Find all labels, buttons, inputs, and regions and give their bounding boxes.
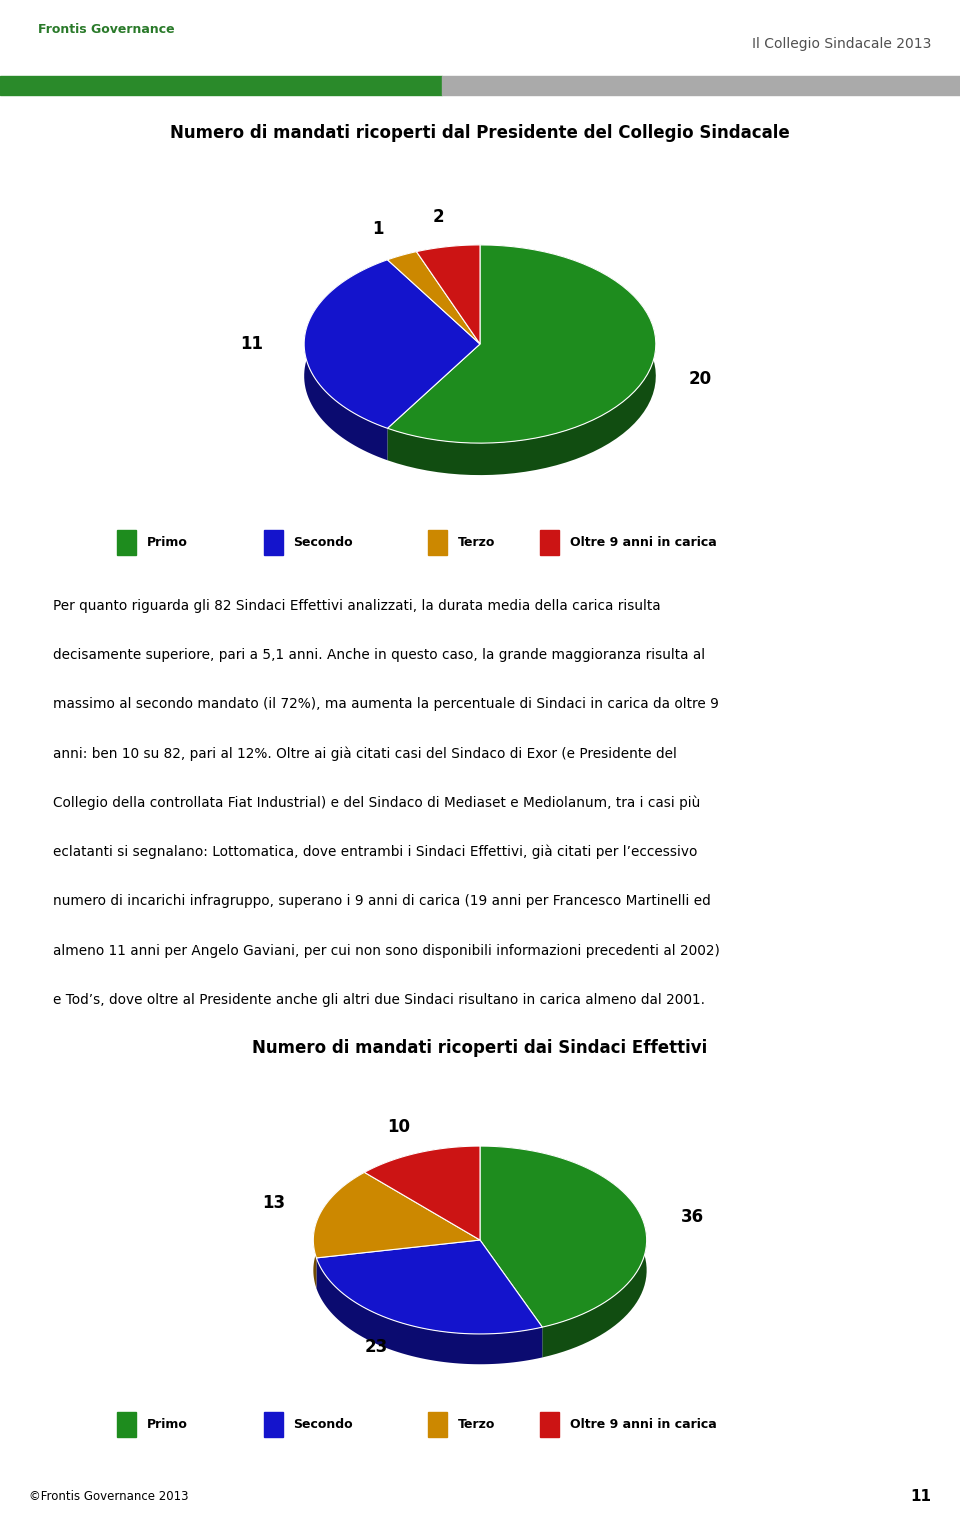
Polygon shape [388,252,417,292]
Polygon shape [313,1173,365,1289]
Bar [0,76,442,95]
Polygon shape [388,252,480,344]
Polygon shape [304,260,388,460]
Text: eclatanti si segnalano: Lottomatica, dove entrambi i Sindaci Effettivi, già cita: eclatanti si segnalano: Lottomatica, dov… [53,844,697,859]
Bar [117,1413,136,1437]
Text: 2: 2 [432,208,444,226]
Text: Terzo: Terzo [458,537,495,549]
Polygon shape [480,1147,647,1327]
Polygon shape [317,1258,542,1364]
Text: 11: 11 [240,335,263,353]
Polygon shape [417,245,480,283]
Polygon shape [304,260,480,428]
Bar [428,531,447,555]
Polygon shape [317,1240,542,1333]
Polygon shape [365,1147,480,1240]
Text: 1: 1 [372,220,384,237]
Text: Per quanto riguarda gli 82 Sindaci Effettivi analizzati, la durata media della c: Per quanto riguarda gli 82 Sindaci Effet… [53,599,660,613]
Text: Il Collegio Sindacale 2013: Il Collegio Sindacale 2013 [752,37,931,50]
Text: 20: 20 [688,370,711,388]
Text: 11: 11 [910,1489,931,1503]
Polygon shape [480,1147,647,1358]
Text: Secondo: Secondo [294,537,353,549]
Bar [264,1413,283,1437]
Text: e Tod’s, dove oltre al Presidente anche gli altri due Sindaci risultano in caric: e Tod’s, dove oltre al Presidente anche … [53,992,705,1006]
Text: ©Frontis Governance 2013: ©Frontis Governance 2013 [29,1489,188,1503]
Text: almeno 11 anni per Angelo Gaviani, per cui non sono disponibili informazioni pre: almeno 11 anni per Angelo Gaviani, per c… [53,943,720,957]
Text: Primo: Primo [147,537,187,549]
Polygon shape [313,1173,480,1258]
Text: anni: ben 10 su 82, pari al 12%. Oltre ai già citati casi del Sindaco di Exor (e: anni: ben 10 su 82, pari al 12%. Oltre a… [53,746,677,761]
Text: 23: 23 [365,1338,388,1356]
Text: Frontis Governance: Frontis Governance [38,23,175,35]
Text: Secondo: Secondo [294,1419,353,1431]
Text: Oltre 9 anni in carica: Oltre 9 anni in carica [570,537,716,549]
Text: Primo: Primo [147,1419,187,1431]
Bar [428,1413,447,1437]
Bar [442,76,960,95]
Polygon shape [388,245,656,476]
Text: Terzo: Terzo [458,1419,495,1431]
Text: Numero di mandati ricoperti dal Presidente del Collegio Sindacale: Numero di mandati ricoperti dal Presiden… [170,124,790,142]
Text: 13: 13 [262,1194,285,1212]
Text: Numero di mandati ricoperti dai Sindaci Effettivi: Numero di mandati ricoperti dai Sindaci … [252,1040,708,1057]
Bar [264,531,283,555]
Polygon shape [388,245,656,443]
Text: 10: 10 [388,1118,411,1136]
Bar [117,531,136,555]
Bar [540,1413,560,1437]
Text: decisamente superiore, pari a 5,1 anni. Anche in questo caso, la grande maggiora: decisamente superiore, pari a 5,1 anni. … [53,648,705,662]
Polygon shape [417,245,480,344]
Text: 36: 36 [682,1208,705,1226]
Text: numero di incarichi infragruppo, superano i 9 anni di carica (19 anni per France: numero di incarichi infragruppo, superan… [53,894,710,908]
Text: Oltre 9 anni in carica: Oltre 9 anni in carica [570,1419,716,1431]
Text: massimo al secondo mandato (il 72%), ma aumenta la percentuale di Sindaci in car: massimo al secondo mandato (il 72%), ma … [53,697,719,711]
Text: Collegio della controllata Fiat Industrial) e del Sindaco di Mediaset e Mediolan: Collegio della controllata Fiat Industri… [53,795,700,810]
Polygon shape [365,1147,480,1203]
Bar [540,531,560,555]
